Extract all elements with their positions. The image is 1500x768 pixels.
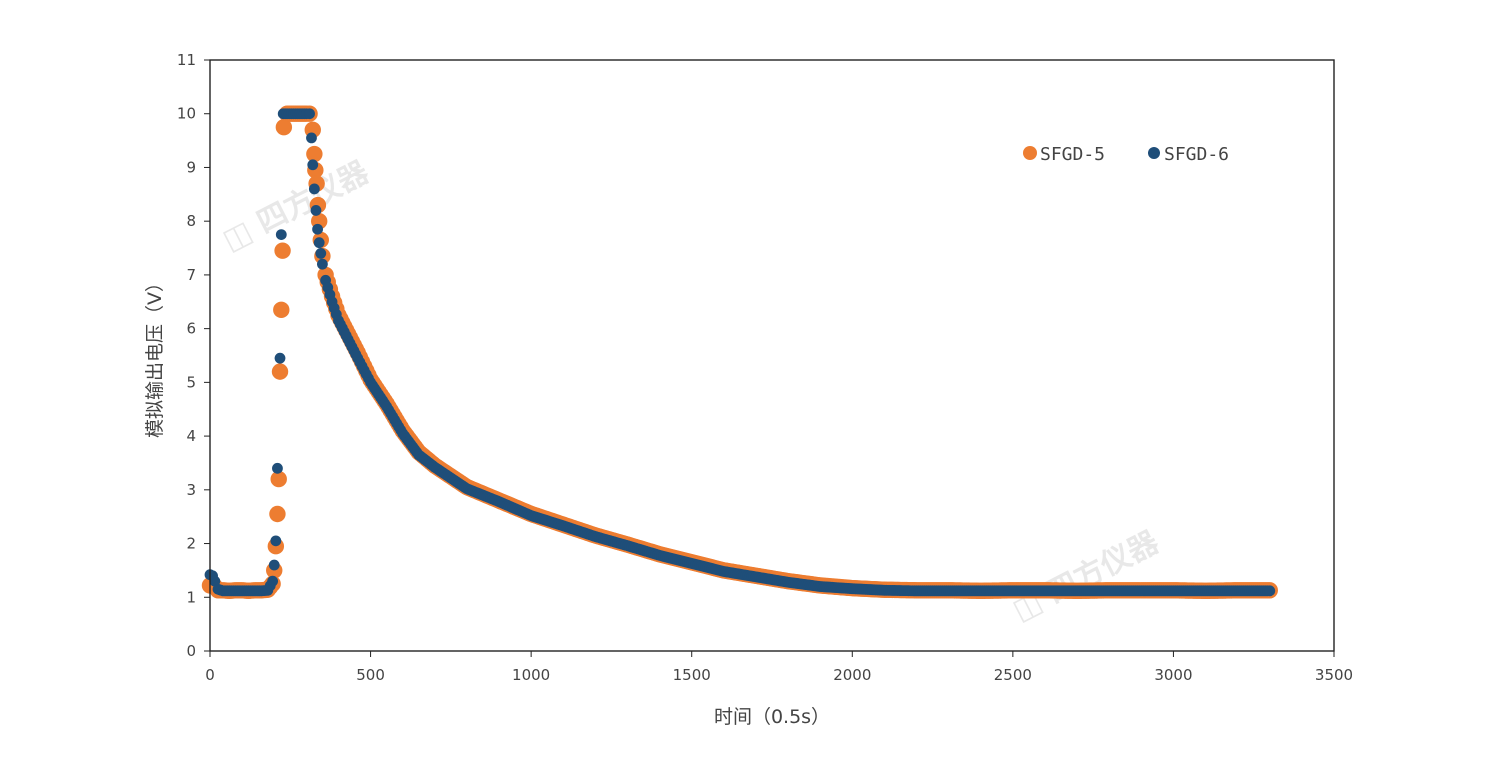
watermark-text: ◫ 四方仪器 <box>217 154 375 258</box>
x-tick-label: 3500 <box>1315 666 1353 684</box>
data-point <box>274 242 291 259</box>
y-tick-label: 0 <box>186 642 196 660</box>
y-axis-title: 模拟输出电压（V） <box>144 273 166 438</box>
data-point <box>306 145 323 163</box>
data-point <box>317 258 328 270</box>
legend: SFGD-5 SFGD-6 <box>1023 144 1229 165</box>
data-point <box>270 470 287 488</box>
data-point <box>268 559 280 571</box>
data-point <box>275 118 293 136</box>
data-point <box>269 505 286 523</box>
y-tick-label: 3 <box>186 481 196 499</box>
plot-area-frame <box>209 59 1335 652</box>
data-point <box>307 159 319 171</box>
watermark-text: ◫ 四方仪器 <box>1007 524 1165 628</box>
x-tick-label: 500 <box>356 666 385 684</box>
data-point <box>274 352 286 364</box>
y-tick-label: 11 <box>177 51 196 69</box>
y-tick-label: 7 <box>186 266 196 284</box>
x-axis-title: 时间（0.5s） <box>714 706 830 728</box>
y-tick-label: 1 <box>186 588 196 606</box>
x-tick-label: 3000 <box>1154 666 1192 684</box>
y-tick-label: 5 <box>186 373 196 391</box>
legend-marker <box>1023 146 1037 160</box>
y-tick-label: 2 <box>186 535 196 553</box>
data-point <box>275 229 287 241</box>
x-tick-label: 2000 <box>833 666 871 684</box>
data-point <box>310 205 322 216</box>
axis-ticks-layer: 0 500 1000 1500 2000 2500 3000 3500 0 1 2 3 4 5 6 7 8 9 10… <box>177 51 1353 684</box>
x-tick-label: 2500 <box>994 666 1032 684</box>
y-tick-label: 6 <box>186 320 196 338</box>
legend-label: SFGD-6 <box>1164 144 1229 165</box>
data-point <box>272 462 283 474</box>
data-point <box>313 237 325 249</box>
y-tick-label: 10 <box>177 105 196 123</box>
legend-label: SFGD-5 <box>1040 144 1105 165</box>
legend-marker <box>1148 147 1160 159</box>
data-point <box>273 301 290 319</box>
data-point <box>304 108 315 120</box>
y-tick-label: 4 <box>186 427 196 445</box>
data-point <box>312 223 323 235</box>
y-tick-label: 8 <box>186 212 196 230</box>
x-tick-label: 1500 <box>673 666 711 684</box>
data-points-layer <box>201 105 1278 600</box>
data-point <box>271 363 289 380</box>
x-tick-label: 1000 <box>512 666 550 684</box>
series-sfgd-6 <box>204 108 1276 597</box>
data-point <box>270 535 282 547</box>
data-point <box>267 575 279 587</box>
x-tick-label: 0 <box>205 666 215 684</box>
data-point <box>1264 585 1276 597</box>
legend-item: SFGD-5 <box>1023 144 1105 165</box>
y-tick-label: 9 <box>186 158 196 176</box>
data-point <box>306 132 317 144</box>
data-point <box>315 248 327 259</box>
data-point <box>308 183 320 195</box>
legend-item: SFGD-6 <box>1148 144 1229 165</box>
